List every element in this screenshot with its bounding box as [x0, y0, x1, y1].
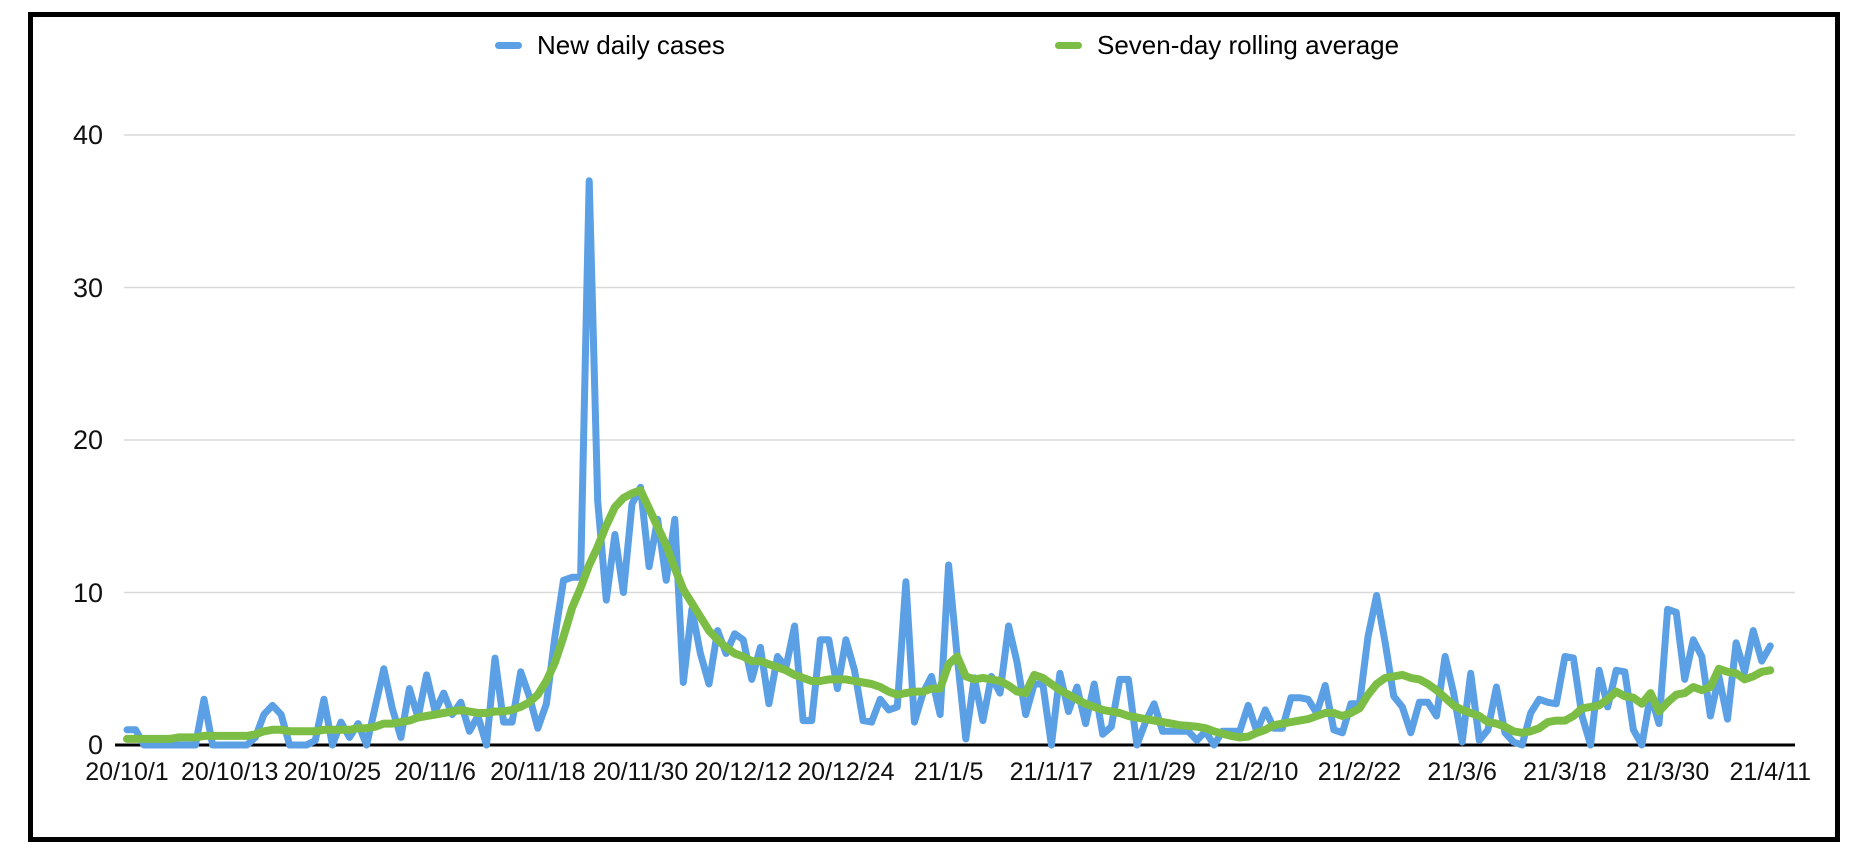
x-tick-label-3: 20/11/6	[394, 758, 476, 786]
x-tick-label-5: 20/11/30	[592, 758, 689, 786]
x-tick-label-7: 20/12/24	[797, 758, 895, 786]
x-tick-label-4: 20/11/18	[490, 758, 586, 786]
legend-dash-blue-icon	[495, 41, 522, 49]
x-tick-label-14: 21/3/18	[1523, 758, 1607, 786]
y-tick-label-30: 30	[72, 272, 103, 303]
x-tick-label-10: 21/1/29	[1112, 758, 1196, 786]
series-new-daily-cases-line	[123, 177, 1774, 749]
x-tick-label-2: 20/10/25	[283, 758, 382, 786]
y-tick-label-0: 0	[87, 730, 103, 760]
x-tick-label-16: 21/4/11	[1729, 758, 1812, 786]
legend-label-rolling-average: Seven-day rolling average	[1097, 30, 1400, 60]
legend-item-new-daily-cases[interactable]: New daily cases	[495, 28, 725, 62]
legend-dash-green-icon	[1055, 41, 1082, 49]
x-tick-label-13: 21/3/6	[1427, 758, 1497, 786]
legend-label-new-daily-cases: New daily cases	[537, 30, 725, 60]
x-tick-label-9: 21/1/17	[1009, 758, 1094, 786]
x-tick-label-0: 20/10/1	[85, 758, 169, 786]
x-tick-label-6: 20/12/12	[694, 758, 792, 786]
x-tick-label-12: 21/2/22	[1317, 758, 1402, 786]
legend-item-rolling-average[interactable]: Seven-day rolling average	[1055, 28, 1399, 62]
x-tick-label-8: 21/1/5	[913, 758, 984, 786]
series-rolling-average-line	[123, 486, 1775, 743]
y-tick-label-40: 40	[72, 120, 103, 150]
x-tick-label-15: 21/3/30	[1625, 758, 1710, 786]
y-tick-label-20: 20	[72, 425, 103, 455]
x-tick-label-1: 20/10/13	[181, 758, 279, 786]
x-tick-label-11: 21/2/10	[1215, 758, 1299, 786]
y-tick-label-10: 10	[72, 577, 103, 608]
